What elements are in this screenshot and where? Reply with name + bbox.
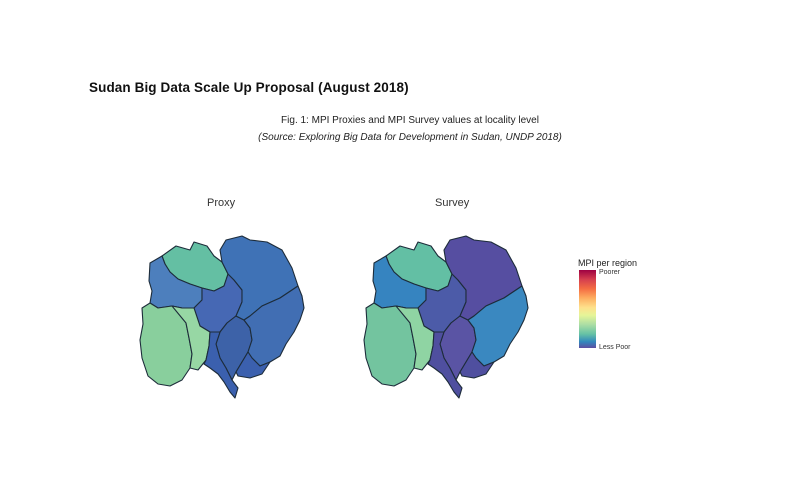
region-east [243,285,305,367]
legend-top-label: Poorer [599,269,621,276]
figure-source: (Source: Exploring Big Data for Developm… [258,132,562,143]
survey-map-title: Survey [435,197,470,209]
proxy-map [132,228,322,408]
mpi-legend: MPI per region Poorer Less Poor [572,258,682,358]
survey-map [356,228,546,408]
survey-map-svg [363,235,529,399]
region-east [467,285,529,367]
region-southeast [427,331,495,399]
legend-color-bar [579,270,596,348]
region-southeast [203,331,271,399]
proxy-map-title: Proxy [207,197,236,209]
document-title: Sudan Big Data Scale Up Proposal (August… [89,80,409,95]
proxy-map-svg [139,235,305,399]
legend-title: MPI per region [578,258,638,268]
figure-caption: Fig. 1: MPI Proxies and MPI Survey value… [281,115,539,126]
legend-bottom-label: Less Poor [599,344,631,351]
